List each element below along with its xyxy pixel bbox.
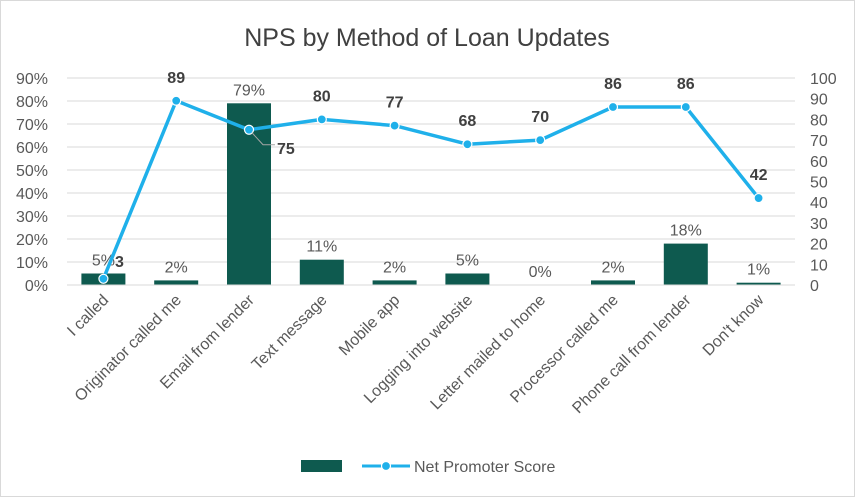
- right-axis-tick-label: 0: [810, 278, 819, 295]
- nps-point: [680, 101, 691, 113]
- bar: [372, 280, 417, 285]
- bar: [736, 282, 781, 285]
- right-axis-tick-label: 30: [810, 216, 828, 233]
- nps-data-label: 86: [677, 76, 695, 93]
- right-axis-tick-label: 60: [810, 154, 828, 171]
- nps-data-label: 70: [531, 109, 549, 126]
- bar: [663, 243, 708, 285]
- left-axis-tick-label: 30%: [16, 209, 48, 226]
- bar-data-label: 0%: [529, 264, 552, 281]
- nps-point: [98, 273, 109, 284]
- right-axis-ticks: 0 10 20 30 40 50 60 70 80 90 100: [810, 71, 837, 295]
- nps-data-label: 68: [459, 113, 477, 130]
- nps-point: [316, 114, 327, 125]
- bar-data-label: 2%: [383, 259, 406, 276]
- bar-data-label: 1%: [747, 262, 770, 279]
- nps-point: [462, 139, 473, 150]
- right-axis-tick-label: 70: [810, 133, 828, 150]
- right-axis-tick-label: 50: [810, 175, 828, 192]
- legend-line-marker: [380, 460, 392, 472]
- left-axis-tick-label: 50%: [16, 163, 48, 180]
- line-series: [98, 95, 764, 284]
- nps-point: [171, 95, 182, 106]
- gridlines: [67, 77, 795, 263]
- x-axis-tick-label: Mobile app: [336, 292, 403, 359]
- right-axis-tick-label: 20: [810, 237, 828, 254]
- left-axis-tick-label: 70%: [16, 117, 48, 134]
- x-axis-tick-label: Text message: [249, 292, 331, 374]
- left-axis-ticks: 0% 10% 20% 30% 40% 50% 60% 70% 80% 90%: [16, 71, 48, 295]
- nps-data-label: 89: [167, 70, 185, 87]
- nps-line: [101, 99, 760, 280]
- bar: [154, 280, 199, 285]
- bar: [445, 273, 490, 285]
- bar-data-label: 2%: [165, 259, 188, 276]
- left-axis-tick-label: 0%: [25, 278, 48, 295]
- nps-data-label: 80: [313, 88, 331, 105]
- legend-bar-swatch: [301, 460, 342, 472]
- nps-point: [753, 192, 764, 204]
- line-data-labels: 3 89 75 80 77 68 70 86 86 42: [115, 70, 768, 271]
- nps-point: [535, 135, 546, 146]
- right-axis-tick-label: 100: [810, 71, 837, 88]
- legend: Net Promoter Score: [301, 459, 555, 476]
- nps-data-label: 3: [115, 254, 124, 271]
- bar-data-label: 11%: [306, 239, 337, 256]
- bar-data-label: 2%: [601, 259, 624, 276]
- bar: [299, 259, 344, 285]
- nps-data-label: 86: [604, 76, 622, 93]
- bar-data-label: 5%: [456, 253, 479, 270]
- bar-data-label: 18%: [670, 223, 702, 240]
- bar: [591, 280, 635, 285]
- left-axis-tick-label: 60%: [16, 140, 48, 157]
- right-axis-tick-label: 40: [810, 195, 828, 212]
- nps-data-label: 75: [277, 141, 295, 158]
- left-axis-tick-label: 40%: [16, 186, 48, 203]
- left-axis-tick-label: 20%: [16, 232, 48, 249]
- x-axis-tick-label: Don't know: [700, 291, 768, 359]
- left-axis-tick-label: 80%: [16, 94, 48, 111]
- legend-line-label: Net Promoter Score: [414, 459, 555, 476]
- left-axis-tick-label: 90%: [16, 71, 48, 88]
- right-axis-tick-label: 90: [810, 92, 828, 109]
- nps-data-label: 42: [750, 167, 768, 184]
- nps-data-label: 77: [386, 95, 404, 112]
- bar-data-label: 79%: [233, 82, 265, 99]
- leader-line: [251, 132, 275, 146]
- nps-point: [389, 120, 400, 131]
- bar-data-labels: 5% 2%79%11%2% 5%0% 2%18%1%: [92, 82, 770, 281]
- chart-title: NPS by Method of Loan Updates: [244, 24, 610, 52]
- right-axis-tick-label: 10: [810, 257, 828, 274]
- nps-point: [607, 101, 619, 113]
- right-axis-tick-label: 80: [810, 112, 828, 129]
- x-axis-tick-label: Phone call from lender: [569, 291, 695, 417]
- nps-point: [243, 124, 255, 135]
- x-axis-tick-label: I called: [64, 292, 112, 340]
- left-axis-tick-label: 10%: [16, 255, 48, 272]
- bar-series: [81, 103, 781, 285]
